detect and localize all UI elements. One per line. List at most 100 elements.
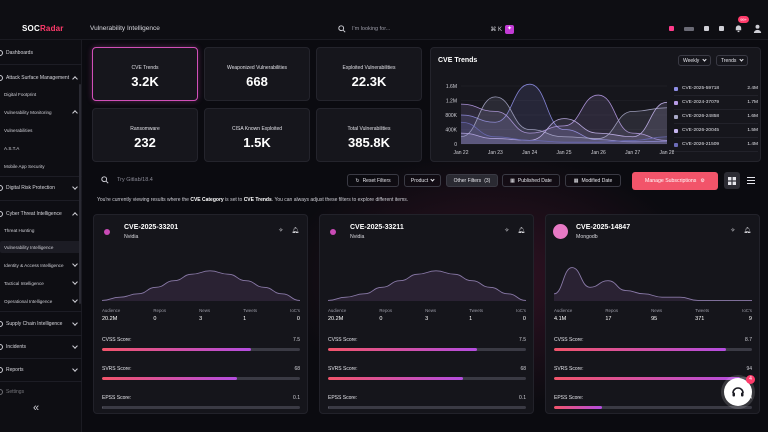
score-fill xyxy=(102,377,237,380)
gear-icon xyxy=(0,389,3,395)
cve-card[interactable]: CVE-2025-33211 Nvidia ✧ 🔔︎ Audience 20.2M … xyxy=(319,214,534,414)
sidebar-item-incidents[interactable]: Incidents xyxy=(0,341,82,353)
support-chat-button[interactable]: 4 xyxy=(724,375,755,406)
stat-card-exploited[interactable]: Exploited Vulnerabilities 22.3K xyxy=(316,47,422,101)
reset-icon: ↻ xyxy=(355,177,360,184)
sidebar-item-operational[interactable]: Operational Intelligence xyxy=(0,295,82,307)
bell-icon[interactable]: 🔔︎ xyxy=(517,228,525,234)
stat-label: Exploited Vulnerabilities xyxy=(342,65,396,71)
product-filter[interactable]: Product xyxy=(404,174,441,187)
sidebar-item-reports[interactable]: Reports xyxy=(0,364,82,376)
modified-date-label: Modified Date xyxy=(581,177,613,184)
sidebar-item-attack-surface[interactable]: Attack Surface Management xyxy=(0,72,82,84)
sidebar-item-digital-footprint[interactable]: Digital Footprint xyxy=(0,88,82,100)
manage-subscriptions-button[interactable]: Manage Subscriptions ⚙ xyxy=(632,172,718,190)
chevron-down-icon xyxy=(72,366,78,372)
legend-item[interactable]: CVE-2025-59718 2.4M xyxy=(674,82,758,96)
sidebar-item-vulnerability-intelligence[interactable]: Vulnerability Intelligence xyxy=(0,241,82,253)
sidebar-item-identity-access[interactable]: Identity & Access Intelligence xyxy=(0,259,82,271)
stat-card-total[interactable]: Total Vulnerabilities 385.8K xyxy=(316,108,422,162)
info-category: CVE Category xyxy=(190,197,224,203)
legend-item[interactable]: CVE-2026-24858 1.6M xyxy=(674,110,758,124)
chart-legend: CVE-2025-59718 2.4M CVE-2024-37079 1.7M CVE-… xyxy=(674,82,758,152)
sidebar-item-threat-hunting[interactable]: Threat Hunting xyxy=(0,224,82,236)
cve-search-input[interactable]: Try Gitlab/18.4 xyxy=(117,177,153,183)
cve-id[interactable]: CVE-2025-14847 xyxy=(576,224,631,231)
collapse-sidebar-button[interactable]: « xyxy=(33,402,40,414)
info-value: CVE Trends xyxy=(243,197,272,203)
sidebar-scrollbar[interactable] xyxy=(79,84,81,304)
notifications-button[interactable]: 99+ xyxy=(734,16,749,33)
cve-search[interactable]: Try Gitlab/18.4 xyxy=(93,170,338,190)
cve-sparkline xyxy=(102,270,300,301)
sidebar-item-tactical[interactable]: Tactical Intelligence xyxy=(0,277,82,289)
user-icon[interactable] xyxy=(753,24,762,33)
sidebar-item-label: Mobile App Security xyxy=(4,163,45,169)
stat-card-cve-trends[interactable]: CVE Trends 3.2K xyxy=(92,47,198,101)
shortcut-hint: ⌘ K xyxy=(490,26,502,33)
status-indicator-icon[interactable] xyxy=(669,26,674,31)
sidebar-item-vulnerabilities[interactable]: Vulnerabilities xyxy=(0,124,82,136)
ai-sparkle-icon[interactable]: ✧ xyxy=(504,228,510,234)
ai-sparkle-icon[interactable]: ✧ xyxy=(278,228,284,234)
logo[interactable]: SOCRadar xyxy=(22,24,64,33)
ai-sparkle-icon[interactable]: ✦ xyxy=(505,24,514,34)
legend-item[interactable]: CVE-2024-37079 1.7M xyxy=(674,96,758,110)
grid-view-toggle[interactable] xyxy=(724,172,740,189)
stat-card-cisa[interactable]: CISA Known Exploited 1.5K xyxy=(204,108,310,162)
top-bar: SOCRadar Vulnerability Intelligence I'm … xyxy=(0,0,768,40)
cve-card[interactable]: CVE-2025-14847 Mongodb ✧ 🔔︎ Audience 4.1M … xyxy=(545,214,760,414)
list-view-toggle[interactable] xyxy=(743,172,759,189)
series-area xyxy=(461,95,667,144)
reset-filters-button[interactable]: ↻ Reset Filters xyxy=(347,174,399,187)
metric-audience: Audience 20.2M xyxy=(328,308,346,322)
legend-item[interactable]: CVE-2026-20045 1.5M xyxy=(674,124,758,138)
published-date-filter[interactable]: ▦ Published Date xyxy=(502,174,560,187)
score-bar xyxy=(328,377,526,380)
grid-icon[interactable] xyxy=(704,26,709,31)
legend-swatch xyxy=(674,142,678,147)
metric-label: Repos xyxy=(379,308,393,313)
trend-chart: 0 400K 800K 1.2M 1.6M Jan 22 Jan 23 Jan 24 Jan 2… xyxy=(445,83,674,156)
shield-icon xyxy=(0,185,3,191)
period-select[interactable]: Weekly xyxy=(678,55,712,66)
radar-icon xyxy=(0,211,3,217)
metric-tweets: Tweets 371 xyxy=(695,308,709,322)
sidebar-item-label: Settings xyxy=(6,389,25,395)
bell-icon[interactable]: 🔔︎ xyxy=(291,228,299,234)
score-bar xyxy=(328,348,526,351)
sidebar-item-digital-risk[interactable]: Digital Risk Protection xyxy=(0,182,82,194)
search-input[interactable]: I'm looking for... xyxy=(352,26,391,32)
sidebar-item-supply-chain[interactable]: Supply Chain Intelligence xyxy=(0,318,82,330)
sidebar-item-dashboards[interactable]: Dashboards xyxy=(0,47,82,59)
sidebar-item-cyber-threat-intelligence[interactable]: Cyber Threat Intelligence xyxy=(0,208,82,220)
stat-card-weaponized[interactable]: Weaponized Vulnerabilities 668 xyxy=(204,47,310,101)
y-tick-label: 1.6M xyxy=(446,84,457,90)
sidebar-item-mobile-app-security[interactable]: Mobile App Security xyxy=(0,160,82,172)
mode-select[interactable]: Trends xyxy=(716,55,749,66)
cve-id[interactable]: CVE-2025-33211 xyxy=(350,224,404,231)
legend-item[interactable]: CVE-2026-21509 1.4M xyxy=(674,138,758,152)
other-filters-button[interactable]: Other Filters (3) xyxy=(446,174,498,187)
legend-swatch xyxy=(674,86,678,91)
stat-card-ransomware[interactable]: Ransomware 232 xyxy=(92,108,198,162)
metric-value: 371 xyxy=(695,316,705,322)
sidebar-item-settings[interactable]: Settings xyxy=(0,386,82,398)
score-value: 7.5 xyxy=(519,337,526,343)
modified-date-filter[interactable]: ▦ Modified Date xyxy=(565,174,621,187)
chevron-down-icon xyxy=(72,184,78,190)
global-search[interactable]: I'm looking for... ⌘ K ✦ xyxy=(338,23,514,35)
cvss-score: CVSS Score: 7.5 xyxy=(102,337,300,351)
info-suffix: . You can always adjust these filters to… xyxy=(271,197,409,203)
sidebar-item-asta[interactable]: A.S.T.A xyxy=(0,142,82,154)
cve-card[interactable]: CVE-2025-33201 Nvidia ✧ 🔔︎ Audience 20.2M … xyxy=(93,214,308,414)
layout-icon[interactable] xyxy=(684,26,694,31)
score-fill xyxy=(554,377,741,380)
apps-icon[interactable] xyxy=(719,26,724,31)
chevron-down-icon xyxy=(72,279,78,285)
metric-value: 3 xyxy=(425,316,429,322)
ai-sparkle-icon[interactable]: ✧ xyxy=(730,228,736,234)
bell-icon[interactable]: 🔔︎ xyxy=(743,228,751,234)
sidebar-item-vulnerability-monitoring[interactable]: Vulnerability Monitoring xyxy=(0,106,82,118)
cve-id[interactable]: CVE-2025-33201 xyxy=(124,224,179,231)
